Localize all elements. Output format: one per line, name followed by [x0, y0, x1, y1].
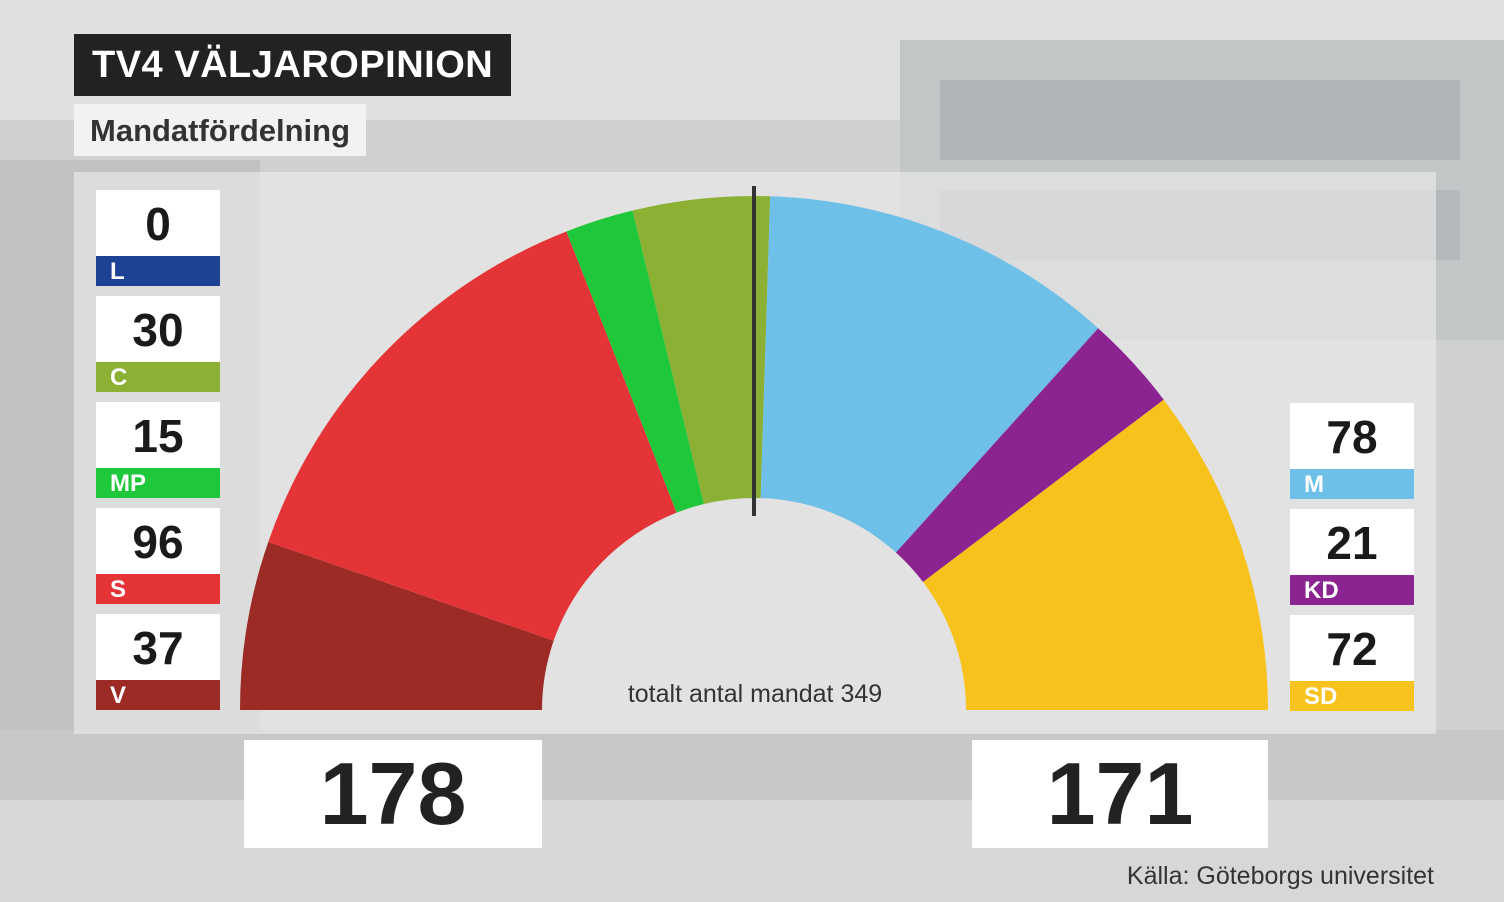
legend-abbr: KD — [1290, 575, 1414, 605]
seat-segment-v — [240, 541, 554, 710]
legend-item-m: 78 M — [1290, 403, 1414, 509]
seat-segment-mp — [566, 210, 704, 513]
legend-item-s: 96 S — [96, 508, 220, 614]
legend-seats: 30 — [96, 296, 220, 370]
seat-segment-s — [268, 231, 677, 641]
brand-title: TV4 VÄLJAROPINION — [74, 34, 512, 96]
legend-seats: 21 — [1290, 509, 1414, 583]
left-bloc-total: 178 — [244, 740, 542, 848]
legend-item-kd: 21 KD — [1290, 509, 1414, 615]
legend-seats: 72 — [1290, 615, 1414, 689]
seat-segment-c — [632, 196, 771, 505]
seat-segment-m — [760, 196, 1099, 553]
legend-item-c: 30 C — [96, 296, 220, 402]
legend-abbr: L — [96, 256, 220, 286]
legend-item-sd: 72 SD — [1290, 615, 1414, 721]
legend-seats: 96 — [96, 508, 220, 582]
legend-seats: 78 — [1290, 403, 1414, 477]
legend-left: 0 L 30 C 15 MP 96 S 37 V — [96, 190, 220, 720]
legend-seats: 15 — [96, 402, 220, 476]
legend-abbr: V — [96, 680, 220, 710]
chart-subtitle: Mandatfördelning — [74, 104, 367, 156]
legend-seats: 0 — [96, 190, 220, 264]
seat-segment-kd — [895, 328, 1164, 583]
legend-right: 78 M 21 KD 72 SD — [1290, 403, 1414, 721]
source-note: Källa: Göteborgs universitet — [1126, 862, 1434, 890]
legend-item-mp: 15 MP — [96, 402, 220, 508]
legend-seats: 37 — [96, 614, 220, 688]
legend-abbr: S — [96, 574, 220, 604]
seat-segment-sd — [923, 399, 1268, 710]
legend-item-l: 0 L — [96, 190, 220, 296]
legend-abbr: M — [1290, 469, 1414, 499]
total-seats-label: totalt antal mandat 349 — [627, 680, 883, 708]
legend-abbr: MP — [96, 468, 220, 498]
legend-abbr: SD — [1290, 681, 1414, 711]
right-bloc-total: 171 — [972, 740, 1268, 848]
legend-abbr: C — [96, 362, 220, 392]
legend-item-v: 37 V — [96, 614, 220, 720]
